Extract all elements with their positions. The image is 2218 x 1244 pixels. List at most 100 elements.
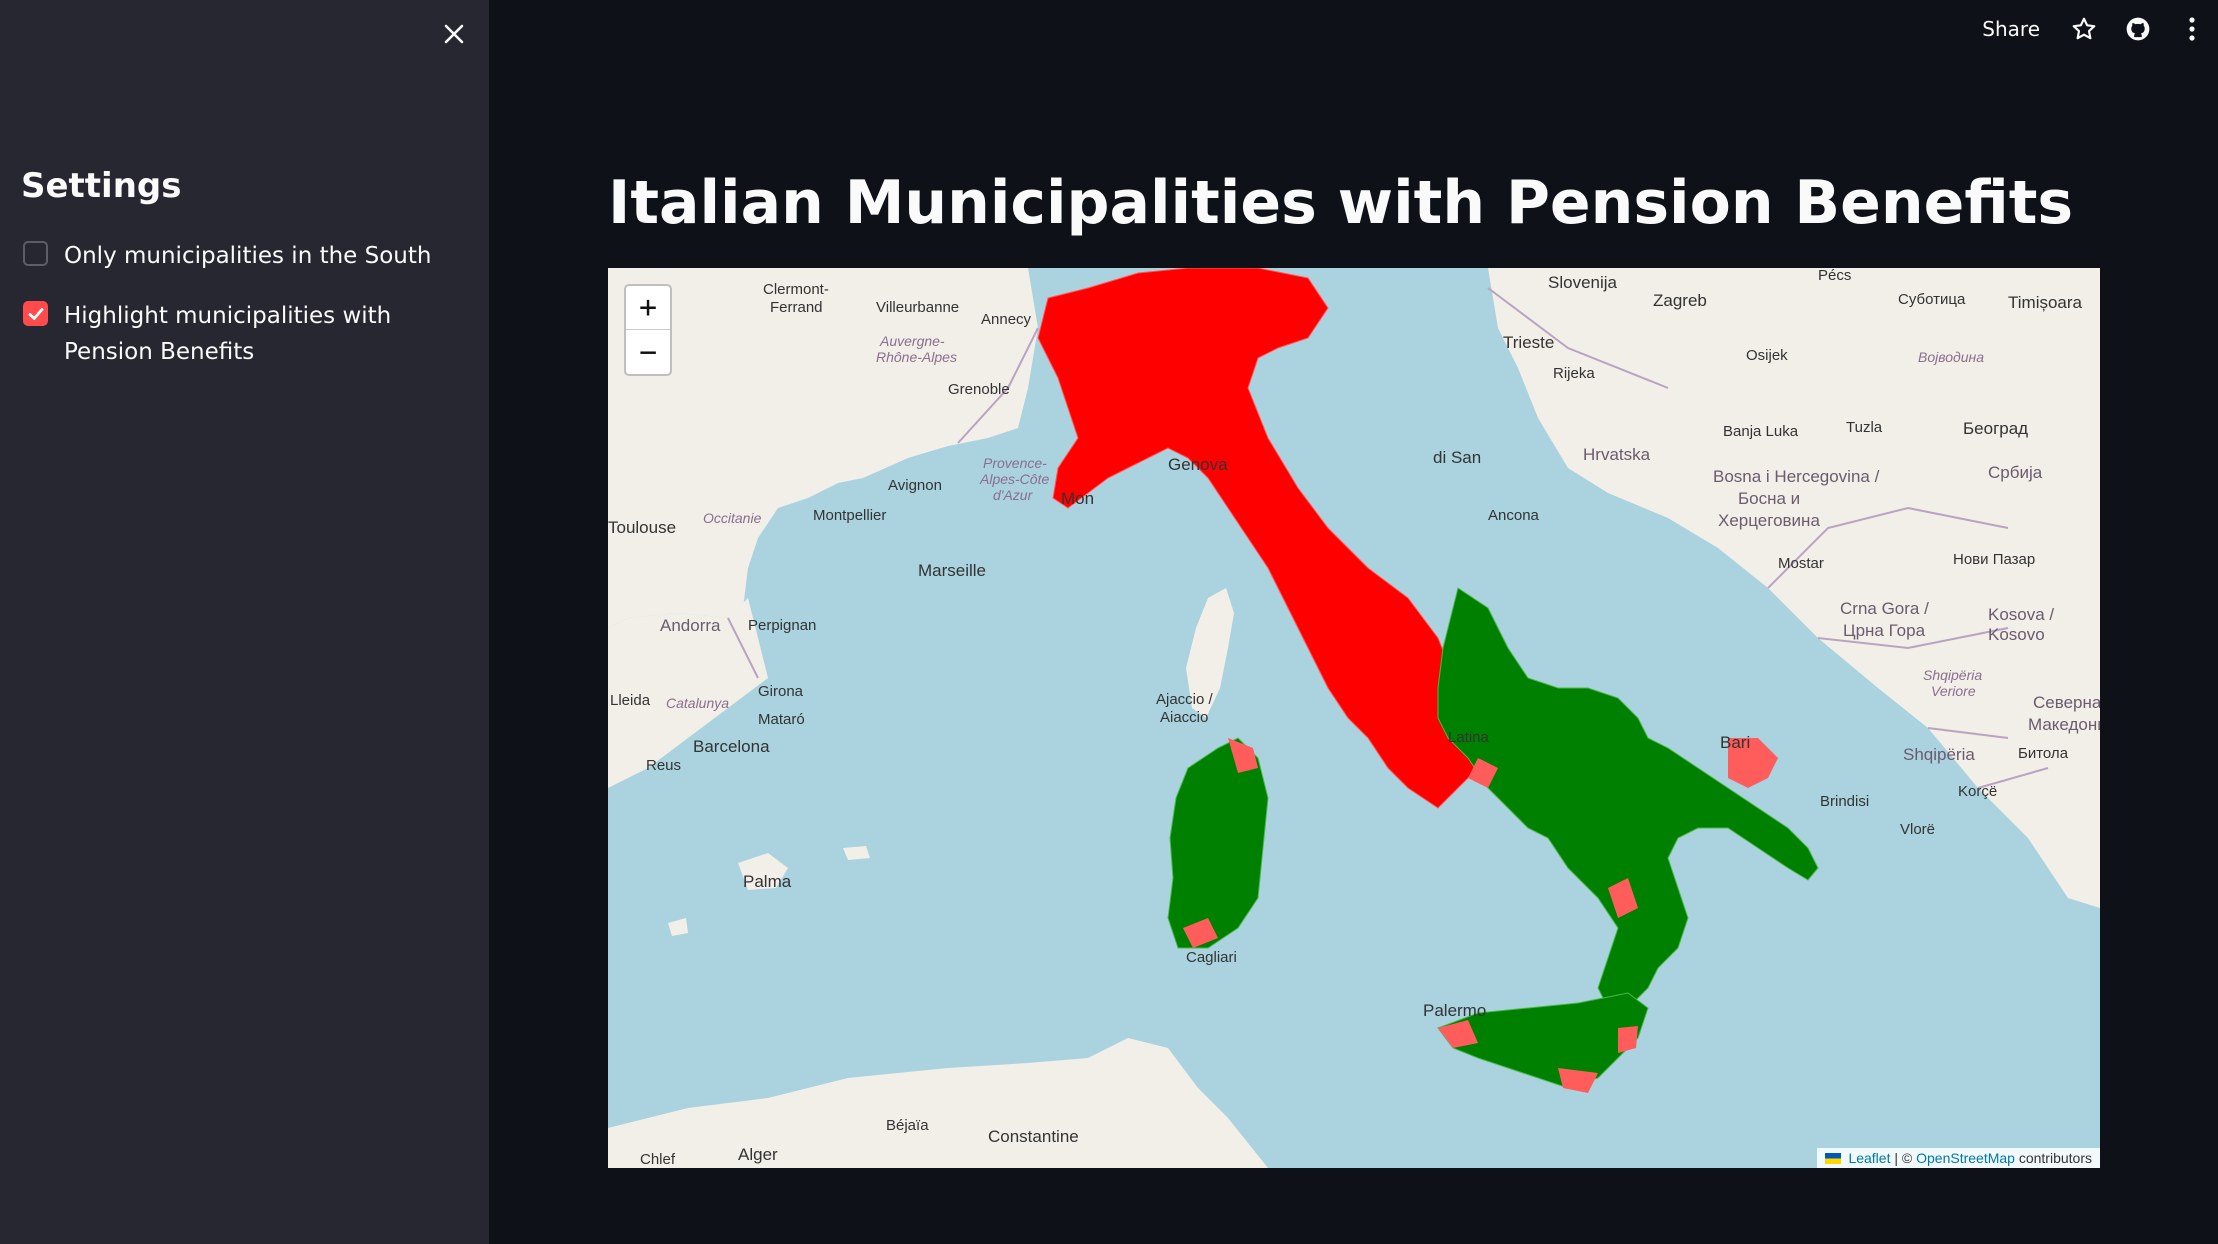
map-label-catalunya: Catalunya (666, 695, 729, 711)
page-title: Italian Municipalities with Pension Bene… (608, 168, 2074, 238)
land-menorca (843, 846, 870, 860)
map-label-osijek: Osijek (1746, 347, 1788, 364)
map-label-di-san: di San (1433, 448, 1481, 467)
sidebar-heading: Settings (21, 166, 182, 206)
map-label-provence: Provence- (983, 455, 1047, 471)
map-label-bejaia: Béjaïa (886, 1117, 929, 1134)
land-iberia (608, 598, 768, 788)
land-mallorca (738, 853, 788, 890)
map-label-mon: Mon (1061, 489, 1094, 508)
italy-south-mixed (1468, 738, 1778, 918)
map-label-crna-gora-2: Црна Гора (1843, 621, 1926, 640)
italy-north-region (1037, 268, 1479, 809)
map-label-auvergne: Auvergne- (879, 333, 945, 349)
map-label-cagliari: Cagliari (1186, 949, 1237, 966)
github-button[interactable] (2122, 13, 2154, 45)
more-vertical-icon (2189, 17, 2195, 41)
share-button[interactable]: Share (1982, 17, 2040, 41)
map-label-kosovo: Kosovo (1988, 625, 2045, 644)
map-label-bih-3: Херцеговина (1718, 511, 1820, 530)
map-label-bih-2: Босна и (1738, 489, 1800, 508)
close-icon (444, 24, 464, 44)
italy-south-region (1437, 587, 1819, 1009)
map-label-vojvodina: Војводина (1918, 349, 1984, 365)
map-label-clermont-2: Ferrand (770, 299, 823, 316)
map-label-latina: Latina (1448, 729, 1490, 746)
map-label-crna-gora: Crna Gora / (1840, 599, 1929, 618)
map-label-hrvatska: Hrvatska (1583, 445, 1651, 464)
main-menu-button[interactable] (2176, 13, 2208, 45)
map-label-villeurbanne: Villeurbanne (876, 299, 959, 316)
map-label-andorra: Andorra (660, 616, 721, 635)
map-label-chlef: Chlef (640, 1151, 676, 1168)
app-toolbar: Share (1982, 10, 2218, 48)
map-label-ancona: Ancona (1488, 507, 1540, 524)
map-label-pecs: Pécs (1818, 268, 1851, 284)
map-label-zagreb: Zagreb (1653, 291, 1707, 310)
sardinia-region (1167, 737, 1269, 949)
osm-link[interactable]: OpenStreetMap (1916, 1150, 2015, 1166)
map-label-reus: Reus (646, 757, 681, 774)
map-label-auvergne-2: Rhône-Alpes (876, 349, 957, 365)
map-label-trieste: Trieste (1503, 333, 1554, 352)
checkbox-checked[interactable] (23, 301, 48, 326)
map-label-marseille: Marseille (918, 561, 986, 580)
map-label-novi-pazar: Нови Пазар (1953, 551, 2035, 568)
sidebar: Settings Only municipalities in the Sout… (0, 0, 489, 1244)
map-label-mataro: Mataró (758, 711, 805, 728)
zoom-control: + − (624, 284, 672, 376)
map-label-brindisi: Brindisi (1820, 793, 1869, 810)
land-ibiza (668, 918, 688, 936)
map-label-kosova: Kosova / (1988, 605, 2054, 624)
map-label-constantine: Constantine (988, 1127, 1079, 1146)
map-label-lleida: Lleida (610, 692, 651, 709)
map-label-banja-luka: Banja Luka (1723, 423, 1799, 440)
attribution-contributors: contributors (2014, 1150, 2092, 1166)
map-label-korce: Korçë (1958, 783, 1997, 800)
highlight-pension-label: Highlight municipalities with Pension Be… (64, 303, 392, 365)
map-label-bitola: Битола (2018, 745, 2069, 762)
zoom-out-button[interactable]: − (638, 334, 658, 370)
map-label-shqiperia: Shqipëria (1903, 745, 1975, 764)
map-tiles: Slovenija Zagreb Trieste Rijeka Hrvatska… (608, 268, 2100, 1168)
map-label-bih: Bosna i Hercegovina / (1713, 467, 1880, 486)
map-label-shqiperia-veriore: Shqipëria (1923, 667, 1982, 683)
map-label-macedonia-2: Македонија (2028, 715, 2100, 734)
map-label-provence-3: d'Azur (993, 487, 1034, 503)
map-label-barcelona: Barcelona (693, 737, 770, 756)
map-label-girona: Girona (758, 683, 804, 700)
star-icon (2072, 17, 2096, 40)
ukraine-flag-icon (1824, 1153, 1841, 1164)
leaflet-link[interactable]: Leaflet (1848, 1150, 1891, 1166)
map-label-srbija: Србија (1988, 463, 2043, 482)
map-label-provence-2: Alpes-Côte (979, 471, 1049, 487)
map-label-toulouse: Toulouse (608, 518, 676, 537)
land-france (608, 268, 1038, 628)
map-label-palma: Palma (743, 872, 792, 891)
map-label-macedonia: Северна (2033, 693, 2100, 712)
map-label-mostar: Mostar (1778, 555, 1824, 572)
south-only-checkbox[interactable]: Only municipalities in the South (23, 238, 464, 274)
map-label-alger: Alger (738, 1145, 778, 1164)
favorite-button[interactable] (2068, 13, 2100, 45)
checkmark-icon (28, 307, 43, 320)
map-label-annecy: Annecy (981, 311, 1032, 328)
close-sidebar-button[interactable] (434, 14, 474, 54)
highlight-pension-checkbox[interactable]: Highlight municipalities with Pension Be… (23, 298, 464, 370)
checkbox-unchecked[interactable] (23, 241, 48, 266)
leaflet-map[interactable]: Slovenija Zagreb Trieste Rijeka Hrvatska… (608, 268, 2100, 1168)
map-label-shqiperia-veriore-2: Veriore (1931, 683, 1976, 699)
map-label-ajaccio: Ajaccio / (1156, 691, 1214, 708)
github-icon (2126, 17, 2150, 41)
zoom-in-button[interactable]: + (626, 286, 670, 330)
map-label-montpellier: Montpellier (813, 507, 886, 524)
map-label-genova: Genova (1168, 455, 1228, 474)
map-label-clermont: Clermont- (763, 281, 829, 298)
map-label-slovenija: Slovenija (1548, 273, 1618, 292)
sicily-region (1437, 992, 1649, 1089)
map-label-grenoble: Grenoble (948, 381, 1010, 398)
map-label-occitanie: Occitanie (703, 510, 762, 526)
map-label-subotica: Суботица (1898, 291, 1966, 308)
map-label-bari: Bari (1720, 733, 1750, 752)
map-label-vlore: Vlorë (1900, 821, 1935, 838)
